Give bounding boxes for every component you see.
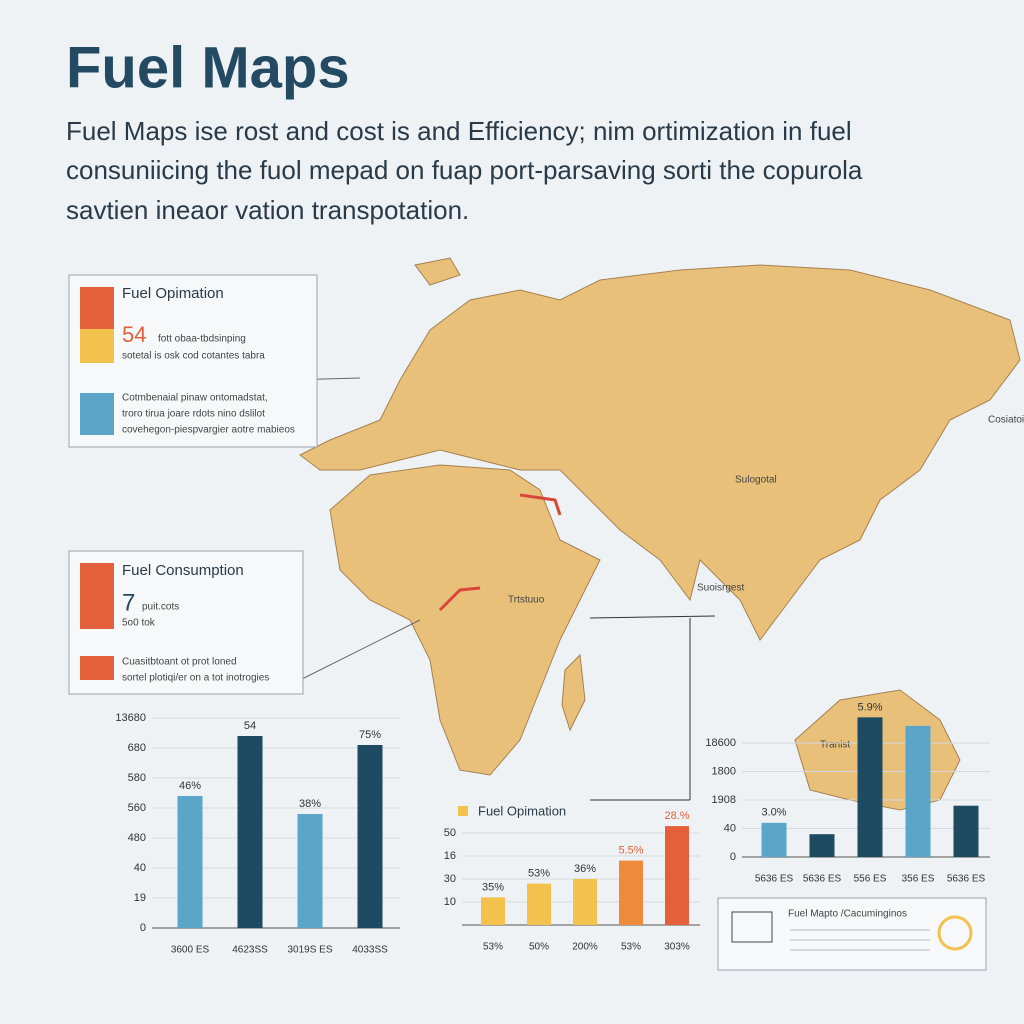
y-tick-label: 13680 <box>115 712 146 724</box>
bar <box>177 796 203 928</box>
map-label: Sulogotal <box>735 475 777 486</box>
map-label: Trtstuuo <box>508 595 545 606</box>
x-tick-label: 3600 ES <box>171 945 210 956</box>
card-note: puit.cots <box>142 602 179 613</box>
subtitle: Fuel Maps ise rost and cost is and Effic… <box>66 116 852 146</box>
card-text: troro tirua joare rdots nino dslilot <box>122 409 265 420</box>
chart-title: Fuel Opimation <box>478 803 566 818</box>
data-label: 5.9% <box>857 701 882 713</box>
x-tick-label: 356 ES <box>902 874 935 885</box>
card-text: sortel plotiqi/er on a tot inotrogies <box>122 673 269 684</box>
bar <box>527 883 551 925</box>
data-label: 46% <box>179 780 201 792</box>
subtitle: consuniicing the fuol mepad on fuap port… <box>66 155 863 185</box>
card <box>68 274 318 448</box>
data-label: 3.0% <box>761 807 786 819</box>
card <box>68 550 304 695</box>
x-tick-label: 5636 ES <box>947 874 986 885</box>
y-tick-label: 50 <box>444 827 456 839</box>
title: Fuel Maps <box>66 35 350 100</box>
y-tick-label: 30 <box>444 873 456 885</box>
card-title: Fuel Opimation <box>122 285 224 302</box>
y-tick-label: 680 <box>128 742 146 754</box>
x-tick-label: 53% <box>621 942 641 953</box>
data-label: 53% <box>528 868 550 880</box>
data-label: 38% <box>299 798 321 810</box>
data-label: 36% <box>574 863 596 875</box>
y-tick-label: 16 <box>444 850 456 862</box>
x-tick-label: 556 ES <box>854 874 887 885</box>
x-tick-label: 53% <box>483 942 503 953</box>
legend-swatch <box>458 806 468 816</box>
bar <box>857 717 883 857</box>
bar <box>357 745 383 928</box>
footer-title: Fuel Mapto /Cacuminginos <box>788 909 907 920</box>
y-tick-label: 19 <box>134 892 146 904</box>
map-label: Suoisrgest <box>697 583 744 594</box>
y-tick-label: 0 <box>730 851 736 863</box>
y-tick-label: 1800 <box>712 765 736 777</box>
y-tick-label: 0 <box>140 922 146 934</box>
card-number: 54 <box>122 322 146 347</box>
card-note: fott obaa-tbdsinping <box>158 334 246 345</box>
x-tick-label: 4623SS <box>232 945 268 956</box>
data-label: 75% <box>359 729 381 741</box>
data-label: 54 <box>244 720 256 732</box>
card-text: 5o0 tok <box>122 618 156 629</box>
y-tick-label: 40 <box>724 822 736 834</box>
bar <box>905 725 931 857</box>
world-map <box>286 257 1021 811</box>
bar <box>761 822 787 857</box>
card-title: Fuel Consumption <box>122 562 244 579</box>
x-tick-label: 3019S ES <box>287 945 332 956</box>
bar <box>665 826 689 925</box>
bar <box>481 897 505 925</box>
y-tick-label: 10 <box>444 896 456 908</box>
bar <box>953 805 979 857</box>
card-number: 7 <box>122 589 135 616</box>
map-label: Tranist <box>820 740 850 751</box>
bar <box>619 860 643 925</box>
footer-card <box>717 897 987 971</box>
card-text: covehegon-piespvargier aotre mabieos <box>122 425 295 436</box>
data-label: 28.% <box>664 810 689 822</box>
x-tick-label: 303% <box>664 942 690 953</box>
y-tick-label: 40 <box>134 862 146 874</box>
x-tick-label: 4033SS <box>352 945 388 956</box>
x-tick-label: 5636 ES <box>803 874 842 885</box>
bar <box>809 834 835 857</box>
data-label: 35% <box>482 881 504 893</box>
y-tick-label: 480 <box>128 832 146 844</box>
bar <box>297 814 323 928</box>
x-tick-label: 5636 ES <box>755 874 794 885</box>
y-tick-label: 560 <box>128 802 146 814</box>
card-text: Cotmbenaial pinaw ontomadstat, <box>122 393 268 404</box>
subtitle: savtien ineaor vation transpotation. <box>66 195 469 225</box>
x-tick-label: 50% <box>529 942 549 953</box>
map-label: Cosiatoial <box>988 415 1024 426</box>
bar <box>573 879 597 925</box>
y-tick-label: 1908 <box>712 794 736 806</box>
card-text: Cuasitbtoant ot prot loned <box>122 657 237 668</box>
y-tick-label: 580 <box>128 772 146 784</box>
card-text: sotetal is osk cod cotantes tabra <box>122 351 265 362</box>
bar <box>237 736 263 928</box>
x-tick-label: 200% <box>572 942 598 953</box>
data-label: 5.5% <box>618 845 643 857</box>
y-tick-label: 18600 <box>705 737 736 749</box>
